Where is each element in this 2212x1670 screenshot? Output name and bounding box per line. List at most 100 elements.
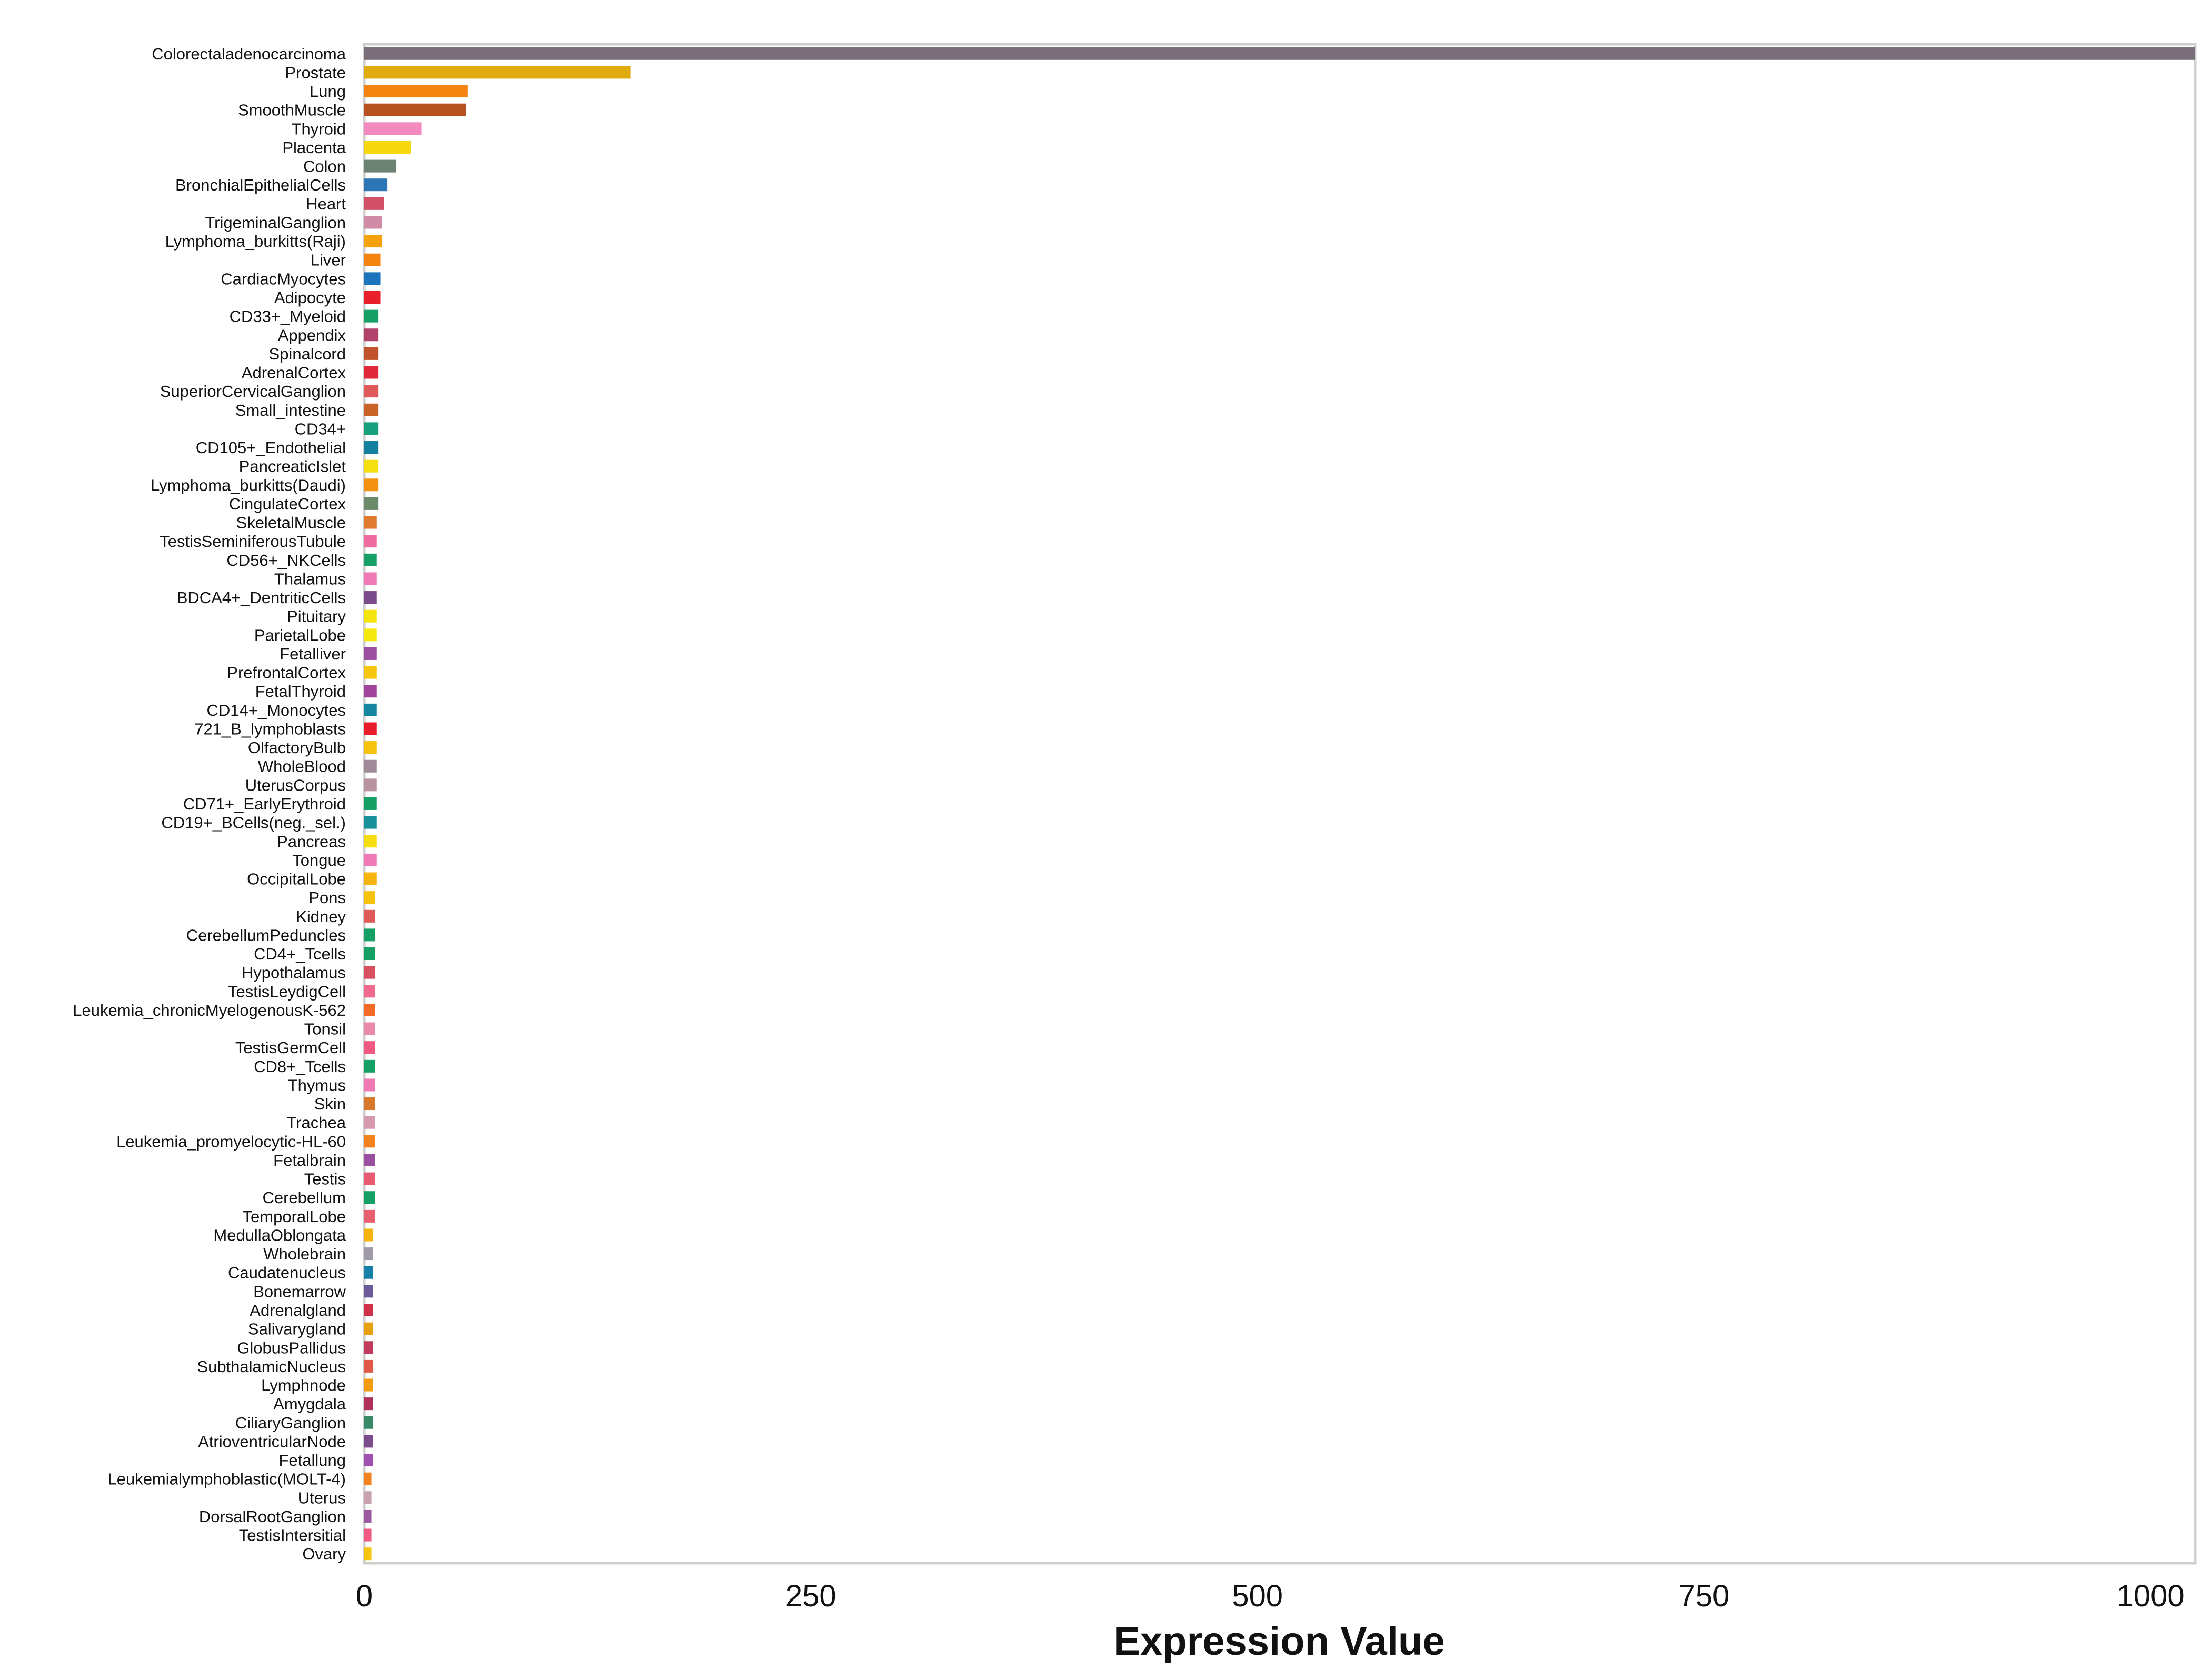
- bar: [364, 1097, 375, 1111]
- bar: [364, 1454, 373, 1467]
- bar: [364, 891, 375, 904]
- bar: [364, 1378, 373, 1392]
- category-label: Amygdala: [273, 1395, 346, 1413]
- bar: [364, 459, 379, 473]
- category-label: Trachea: [286, 1114, 346, 1132]
- bar: [364, 872, 377, 885]
- category-label: Salivarygland: [248, 1320, 346, 1338]
- bar: [364, 122, 422, 135]
- category-label: CerebellumPeduncles: [186, 926, 346, 944]
- bar: [364, 1078, 375, 1092]
- category-label: Placenta: [282, 138, 346, 157]
- category-label: SubthalamicNucleus: [197, 1357, 346, 1376]
- category-label: Kidney: [296, 907, 346, 926]
- category-label: Hypothalamus: [242, 964, 346, 982]
- bar: [364, 272, 381, 285]
- category-label: Pancreas: [277, 832, 346, 851]
- bar: [364, 422, 379, 435]
- category-label: TrigeminalGanglion: [205, 213, 346, 232]
- bar: [364, 685, 377, 698]
- bar: [364, 159, 397, 173]
- bar: [364, 1491, 372, 1504]
- category-label: CD34+: [295, 419, 346, 438]
- bar: [364, 328, 379, 342]
- x-tick-label: 250: [785, 1579, 836, 1613]
- category-label: TestisLeydigCell: [228, 982, 346, 1001]
- category-label: WholeBlood: [258, 757, 346, 776]
- bar: [364, 66, 631, 79]
- category-label: Ovary: [302, 1545, 346, 1563]
- category-label: Skin: [314, 1095, 346, 1113]
- category-label: PancreaticIslet: [239, 457, 346, 476]
- bar: [364, 347, 379, 360]
- bar: [364, 1153, 375, 1166]
- bar: [364, 741, 377, 754]
- category-label: FetalThyroid: [255, 682, 346, 701]
- bar: [364, 235, 382, 248]
- category-label: Tongue: [292, 851, 346, 869]
- category-label: OlfactoryBulb: [248, 738, 346, 757]
- bar: [364, 85, 468, 98]
- bar: [364, 835, 377, 848]
- bar: [364, 441, 379, 454]
- category-label: PrefrontalCortex: [227, 664, 346, 682]
- x-tick-label: 750: [1678, 1579, 1729, 1613]
- bar: [364, 1416, 373, 1429]
- category-label: MedullaOblongata: [213, 1226, 346, 1244]
- bar: [364, 309, 379, 323]
- bar: [364, 103, 466, 116]
- bar: [364, 722, 377, 735]
- category-label: CD4+_Tcells: [254, 945, 346, 963]
- bar: [364, 778, 377, 792]
- category-label: CD14+_Monocytes: [207, 701, 346, 719]
- x-tick-labels: 0 250 500 750 1000: [356, 1579, 2185, 1613]
- bar: [364, 1003, 375, 1016]
- plot-area-frame: [363, 43, 2197, 1565]
- category-label: CD56+_NKCells: [226, 551, 346, 569]
- bar: [364, 1209, 375, 1223]
- bar: [364, 1041, 375, 1054]
- bar: [364, 1191, 375, 1204]
- category-label: CiliaryGanglion: [235, 1414, 346, 1432]
- category-label: 721_B_lymphoblasts: [194, 719, 346, 738]
- category-label: Fetallung: [278, 1451, 346, 1469]
- category-label: Leukemia_promyelocytic-HL-60: [116, 1132, 346, 1151]
- bar: [364, 666, 377, 679]
- bar: [364, 572, 377, 585]
- bar: [364, 1172, 375, 1185]
- category-label: BDCA4+_DentriticCells: [177, 588, 346, 607]
- bar: [364, 797, 377, 810]
- bar: [364, 216, 382, 229]
- category-label: Thalamus: [274, 569, 346, 588]
- bar: [364, 1528, 372, 1542]
- category-label: Pons: [308, 888, 346, 907]
- category-labels: ColorectaladenocarcinomaProstateLungSmoo…: [73, 45, 346, 1563]
- category-label: AdrenalCortex: [242, 364, 346, 382]
- category-label: GlobusPallidus: [237, 1338, 346, 1357]
- category-label: Appendix: [278, 326, 346, 344]
- x-tick-label: 500: [1232, 1579, 1283, 1613]
- category-label: SkeletalMuscle: [236, 514, 346, 532]
- bar: [364, 928, 375, 942]
- category-label: Leukemia_chronicMyelogenousK-562: [73, 1001, 346, 1019]
- bar: [364, 1322, 373, 1335]
- category-label: CD71+_EarlyErythroid: [183, 795, 346, 813]
- category-label: SuperiorCervicalGanglion: [160, 382, 346, 401]
- bar: [364, 853, 377, 866]
- bar: [364, 966, 375, 979]
- category-label: TemporalLobe: [243, 1207, 346, 1226]
- bar: [364, 141, 411, 154]
- category-label: Bonemarrow: [253, 1282, 346, 1301]
- category-label: Caudatenucleus: [228, 1264, 346, 1282]
- bar: [364, 366, 379, 379]
- category-label: Colorectaladenocarcinoma: [152, 45, 346, 63]
- category-label: CD8+_Tcells: [254, 1057, 346, 1076]
- bar: [364, 1135, 375, 1148]
- category-label: SmoothMuscle: [238, 101, 346, 119]
- bar: [364, 535, 377, 548]
- category-label: TestisSeminiferousTubule: [160, 532, 346, 551]
- category-label: Small_intestine: [235, 401, 346, 419]
- bar: [364, 1266, 373, 1279]
- bar: [364, 1341, 373, 1354]
- bar: [364, 178, 388, 192]
